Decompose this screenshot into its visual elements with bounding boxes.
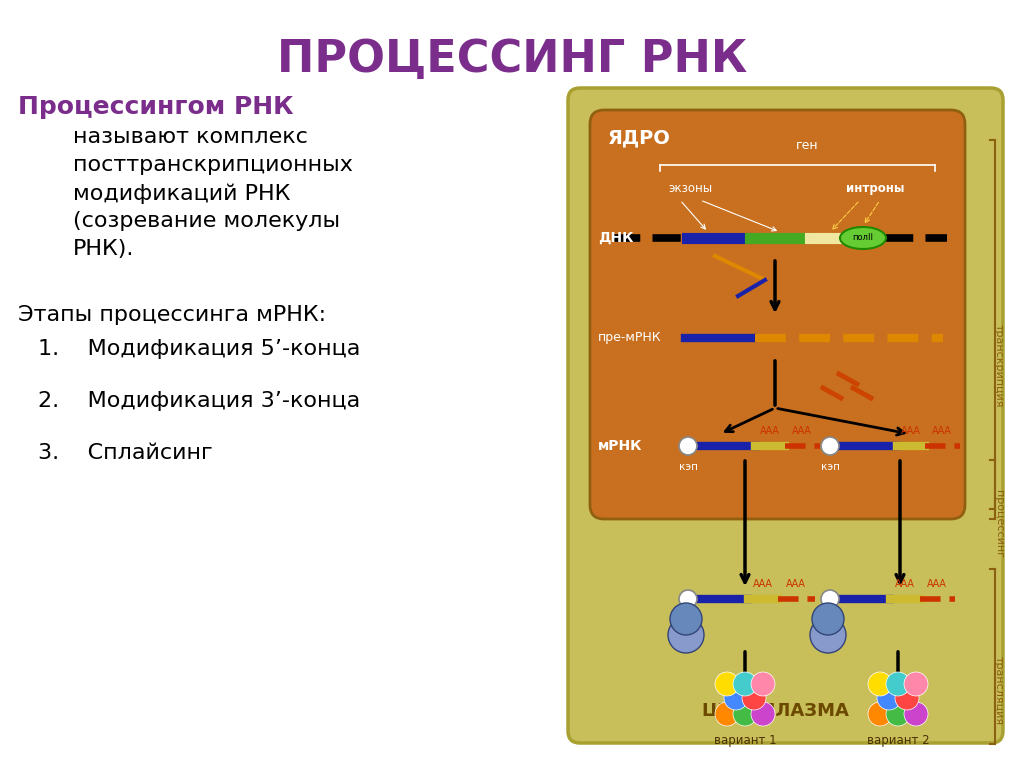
- Circle shape: [812, 603, 844, 635]
- Text: ААА: ААА: [927, 579, 947, 589]
- Circle shape: [810, 617, 846, 653]
- Text: процессинг: процессинг: [994, 489, 1004, 558]
- Text: полII: полII: [853, 233, 873, 242]
- Text: Процессингом РНК: Процессингом РНК: [18, 95, 294, 119]
- Text: мРНК: мРНК: [598, 439, 642, 453]
- Text: экзоны: экзоны: [668, 182, 712, 195]
- Text: ЯДРО: ЯДРО: [608, 129, 671, 147]
- Text: ААА: ААА: [753, 579, 773, 589]
- Text: трансляция: трансляция: [994, 657, 1004, 726]
- Text: ААА: ААА: [792, 426, 812, 436]
- Text: 1.    Модификация 5’-конца: 1. Модификация 5’-конца: [38, 339, 360, 359]
- FancyBboxPatch shape: [568, 88, 1002, 743]
- Text: 2.    Модификация 3’-конца: 2. Модификация 3’-конца: [38, 391, 360, 411]
- Text: называют комплекс: называют комплекс: [73, 127, 308, 147]
- Text: посттранскрипционных: посттранскрипционных: [73, 155, 353, 175]
- Circle shape: [821, 437, 839, 455]
- Circle shape: [886, 672, 910, 696]
- Text: транскрипция: транскрипция: [994, 324, 1004, 408]
- Text: модификаций РНК: модификаций РНК: [73, 183, 291, 203]
- Text: ДНК: ДНК: [598, 231, 634, 245]
- Circle shape: [733, 672, 757, 696]
- Circle shape: [751, 672, 775, 696]
- Text: вариант 1: вариант 1: [714, 734, 776, 747]
- Text: РНК).: РНК).: [73, 239, 134, 259]
- Text: ААА: ААА: [895, 579, 914, 589]
- Text: ААА: ААА: [901, 426, 921, 436]
- Circle shape: [751, 702, 775, 726]
- Text: 3.    Сплайсинг: 3. Сплайсинг: [38, 443, 213, 463]
- Circle shape: [904, 672, 928, 696]
- Circle shape: [715, 672, 739, 696]
- Text: интроны: интроны: [846, 182, 904, 195]
- Circle shape: [733, 702, 757, 726]
- Circle shape: [886, 702, 910, 726]
- Circle shape: [895, 686, 919, 710]
- Circle shape: [904, 702, 928, 726]
- Circle shape: [877, 686, 901, 710]
- Text: вариант 2: вариант 2: [866, 734, 930, 747]
- Circle shape: [670, 603, 702, 635]
- Circle shape: [679, 437, 697, 455]
- Circle shape: [679, 590, 697, 608]
- Circle shape: [724, 686, 748, 710]
- Circle shape: [868, 672, 892, 696]
- Text: Этапы процессинга мРНК:: Этапы процессинга мРНК:: [18, 305, 326, 325]
- Text: пре-мРНК: пре-мРНК: [598, 331, 662, 344]
- Circle shape: [668, 617, 705, 653]
- Text: ген: ген: [796, 139, 818, 152]
- Text: кэп: кэп: [820, 462, 840, 472]
- Text: ЦИТОПЛАЗМА: ЦИТОПЛАЗМА: [701, 702, 849, 720]
- Text: ААА: ААА: [786, 579, 806, 589]
- Circle shape: [742, 686, 766, 710]
- Text: ААА: ААА: [760, 426, 780, 436]
- Ellipse shape: [840, 227, 886, 249]
- Text: (созревание молекулы: (созревание молекулы: [73, 211, 340, 231]
- Text: кэп: кэп: [679, 462, 697, 472]
- Circle shape: [715, 702, 739, 726]
- Text: ААА: ААА: [932, 426, 952, 436]
- Circle shape: [868, 702, 892, 726]
- FancyBboxPatch shape: [590, 110, 965, 519]
- Text: ПРОЦЕССИНГ РНК: ПРОЦЕССИНГ РНК: [276, 38, 748, 81]
- Circle shape: [821, 590, 839, 608]
